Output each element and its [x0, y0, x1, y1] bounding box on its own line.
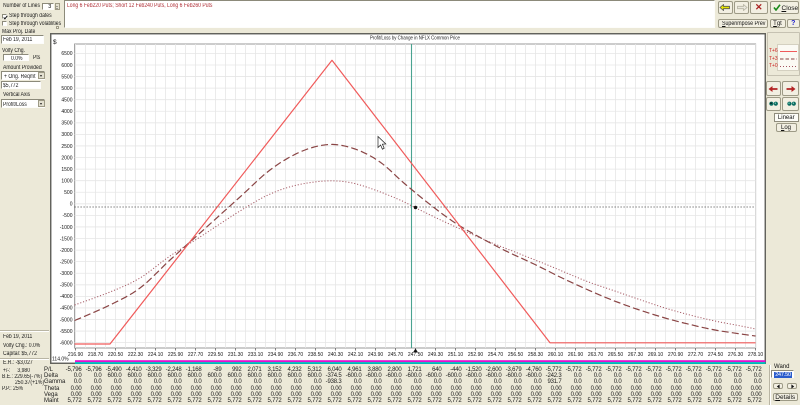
svg-text:236.70: 236.70 — [288, 352, 304, 358]
svg-text:4500: 4500 — [61, 98, 72, 104]
svg-text:216.90: 216.90 — [68, 352, 84, 358]
svg-text:500: 500 — [64, 190, 73, 196]
svg-text:231.30: 231.30 — [228, 352, 244, 358]
svg-text:229.50: 229.50 — [208, 352, 224, 358]
svg-text:267.30: 267.30 — [628, 352, 644, 358]
svg-text:6000: 6000 — [61, 63, 72, 69]
svg-text:218.70: 218.70 — [88, 352, 104, 358]
svg-text:276.30: 276.30 — [728, 352, 744, 358]
svg-text:220.50: 220.50 — [108, 352, 124, 358]
svg-text:-5500: -5500 — [60, 329, 73, 335]
svg-text:224.10: 224.10 — [148, 352, 164, 358]
svg-text:0: 0 — [70, 202, 73, 208]
svg-text:247.50: 247.50 — [408, 352, 424, 358]
svg-text:3500: 3500 — [61, 121, 72, 127]
svg-text:256.50: 256.50 — [508, 352, 524, 358]
svg-text:-2000: -2000 — [60, 248, 73, 254]
svg-text:6500: 6500 — [61, 51, 72, 57]
svg-text:-3500: -3500 — [60, 283, 73, 289]
svg-text:225.90: 225.90 — [168, 352, 184, 358]
svg-text:2000: 2000 — [61, 155, 72, 161]
svg-text:-4000: -4000 — [60, 294, 73, 300]
svg-text:269.10: 269.10 — [648, 352, 664, 358]
svg-text:-5000: -5000 — [60, 317, 73, 323]
svg-text:$: $ — [53, 39, 57, 46]
svg-text:4000: 4000 — [61, 109, 72, 115]
svg-text:261.90: 261.90 — [568, 352, 584, 358]
svg-text:254.70: 254.70 — [488, 352, 504, 358]
svg-text:2500: 2500 — [61, 144, 72, 150]
svg-text:-500: -500 — [62, 213, 72, 219]
svg-text:-4500: -4500 — [60, 306, 73, 312]
svg-text:234.90: 234.90 — [268, 352, 284, 358]
svg-text:1500: 1500 — [61, 167, 72, 173]
svg-text:245.70: 245.70 — [388, 352, 404, 358]
svg-text:-1000: -1000 — [60, 225, 73, 231]
svg-text:-1500: -1500 — [60, 236, 73, 242]
svg-text:238.50: 238.50 — [308, 352, 324, 358]
svg-text:-2500: -2500 — [60, 260, 73, 266]
svg-text:1000: 1000 — [61, 179, 72, 185]
svg-text:263.70: 263.70 — [588, 352, 604, 358]
svg-text:252.90: 252.90 — [468, 352, 484, 358]
svg-text:3000: 3000 — [61, 132, 72, 138]
svg-text:260.10: 260.10 — [548, 352, 564, 358]
svg-text:-6000: -6000 — [60, 340, 73, 346]
svg-text:278.10: 278.10 — [748, 352, 764, 358]
svg-text:5500: 5500 — [61, 74, 72, 80]
svg-text:270.90: 270.90 — [668, 352, 684, 358]
svg-text:222.30: 222.30 — [128, 352, 144, 358]
svg-text:272.70: 272.70 — [688, 352, 704, 358]
svg-text:227.70: 227.70 — [188, 352, 204, 358]
svg-text:258.30: 258.30 — [528, 352, 544, 358]
svg-text:Profit/Loss by Change in NFLX: Profit/Loss by Change in NFLX Common Pri… — [370, 36, 460, 42]
svg-text:274.50: 274.50 — [708, 352, 724, 358]
svg-text:251.10: 251.10 — [448, 352, 464, 358]
svg-text:265.50: 265.50 — [608, 352, 624, 358]
svg-text:-3000: -3000 — [60, 271, 73, 277]
svg-text:242.10: 242.10 — [348, 352, 364, 358]
svg-text:233.10: 233.10 — [248, 352, 264, 358]
svg-text:114.0%: 114.0% — [52, 357, 69, 363]
svg-text:5000: 5000 — [61, 86, 72, 92]
svg-text:249.30: 249.30 — [428, 352, 444, 358]
svg-text:240.30: 240.30 — [328, 352, 344, 358]
svg-text:243.90: 243.90 — [368, 352, 384, 358]
